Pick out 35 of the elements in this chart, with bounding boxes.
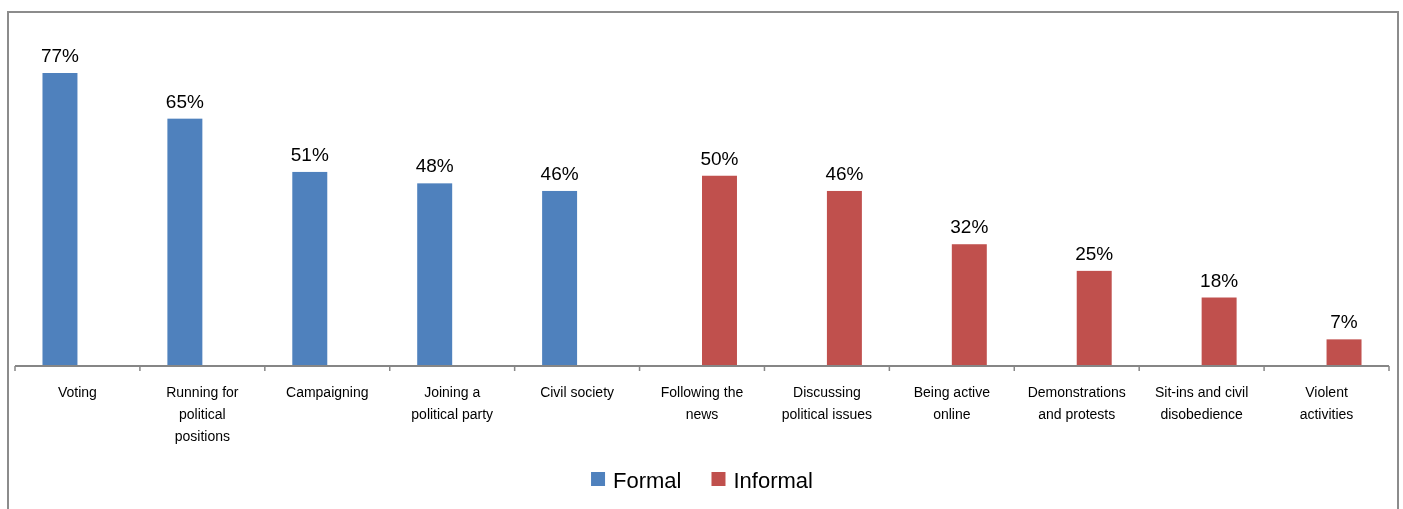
data-label: 32% — [950, 216, 989, 238]
data-label: 46% — [540, 162, 579, 184]
x-tick-label: Discussing political issues — [781, 384, 873, 422]
x-tick-label: Following the news — [660, 384, 744, 422]
legend-label: Informal — [733, 467, 813, 493]
bar — [167, 118, 203, 366]
bar — [951, 244, 987, 366]
x-tick-label: Campaigning — [286, 384, 369, 400]
bar — [417, 183, 453, 366]
data-label: 48% — [415, 155, 454, 177]
bar — [292, 171, 328, 366]
x-tick-label: Being active online — [913, 384, 991, 422]
x-tick-label: Sit-ins and civil disobedience — [1154, 384, 1249, 422]
x-tick-label: Running for political positions — [166, 384, 239, 444]
data-label: 7% — [1330, 311, 1358, 333]
legend-label: Formal — [613, 467, 682, 493]
data-label: 25% — [1075, 242, 1114, 264]
bar — [1076, 270, 1112, 366]
bar — [542, 190, 578, 366]
bar — [42, 73, 78, 366]
x-tick-label: Demonstrations and protests — [1027, 384, 1126, 422]
data-label: 18% — [1200, 269, 1239, 291]
data-label: 51% — [290, 143, 329, 165]
x-tick-label: Civil society — [540, 384, 615, 400]
x-tick-label: Voting — [57, 384, 97, 400]
bar — [826, 190, 862, 366]
data-label: 50% — [700, 147, 739, 169]
data-label: 65% — [165, 90, 204, 112]
data-label: 46% — [825, 162, 864, 184]
bar — [702, 175, 737, 366]
x-tick-label: Violent activities — [1299, 384, 1354, 422]
bar — [1326, 339, 1362, 366]
x-tick-label: Joining a political party — [411, 384, 494, 422]
bar — [1201, 297, 1237, 366]
data-label: 77% — [40, 45, 80, 66]
